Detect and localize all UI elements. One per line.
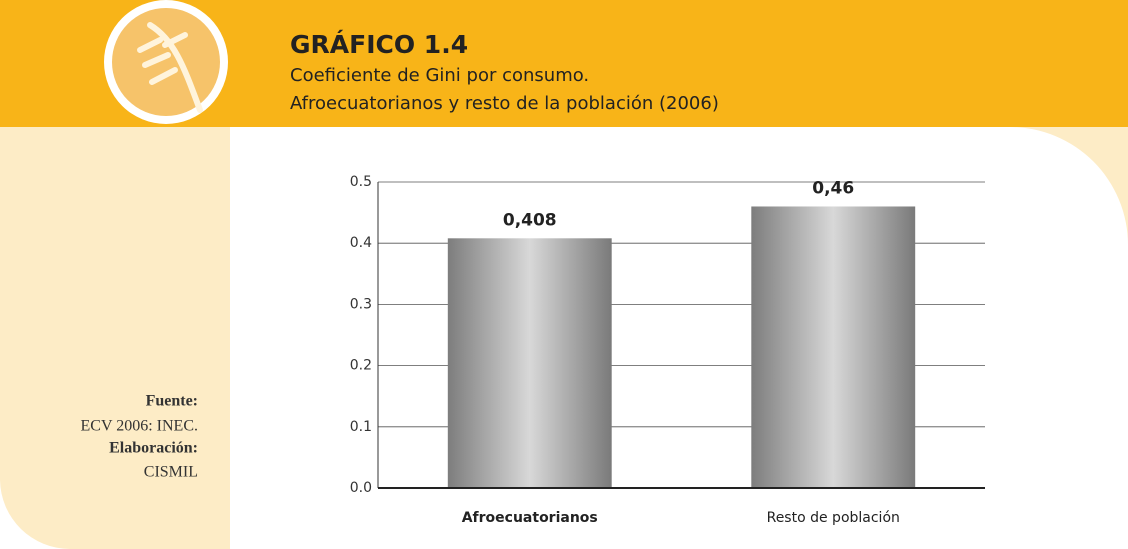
x-tick-label: Afroecuatorianos bbox=[462, 510, 598, 526]
value-label: 0,408 bbox=[503, 210, 557, 230]
y-tick-label: 0.1 bbox=[350, 419, 372, 435]
bar bbox=[447, 238, 612, 488]
y-tick-label: 0.5 bbox=[350, 174, 372, 190]
y-tick-label: 0.2 bbox=[350, 358, 372, 374]
y-tick-label: 0.4 bbox=[350, 235, 372, 251]
source-text: ECV 2006: INEC. bbox=[81, 418, 198, 435]
credit-text: CISMIL bbox=[144, 464, 198, 481]
logo-wheat bbox=[137, 22, 203, 113]
title: GRÁFICO 1.4 bbox=[290, 30, 468, 59]
subtitle: Coeficiente de Gini por consumo. bbox=[290, 65, 589, 86]
corner bbox=[0, 480, 70, 549]
logo bbox=[112, 8, 220, 116]
x-tick-label: Resto de población bbox=[767, 510, 900, 526]
credit-label: Elaboración: bbox=[109, 440, 198, 457]
source-label: Fuente: bbox=[146, 393, 198, 410]
value-label: 0,46 bbox=[812, 178, 854, 198]
subtitle: Afroecuatorianos y resto de la población… bbox=[290, 93, 719, 114]
y-tick-label: 0.0 bbox=[350, 480, 372, 496]
y-tick-label: 0.3 bbox=[350, 296, 372, 312]
bar bbox=[751, 206, 916, 489]
